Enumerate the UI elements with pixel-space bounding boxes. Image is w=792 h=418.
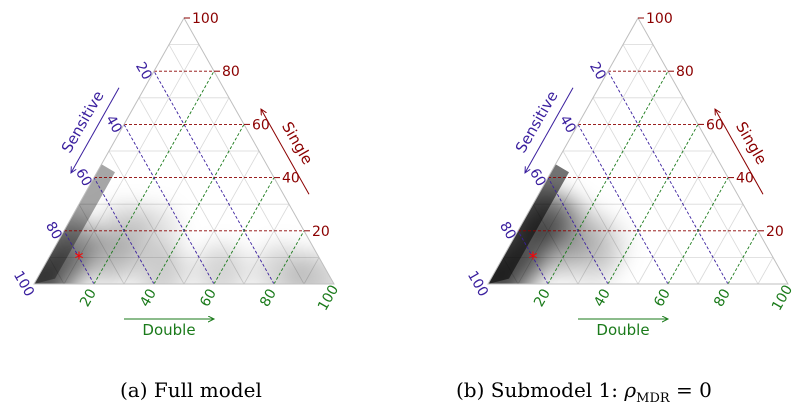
tick-label-double: 60 <box>651 286 674 309</box>
grid-double-line <box>153 124 245 285</box>
arrow-single <box>715 109 764 195</box>
tick-label-double: 40 <box>137 286 160 309</box>
grid-double-line <box>273 230 305 285</box>
triangle-outline <box>33 16 335 285</box>
tick-label-sensitive: 80 <box>42 219 65 242</box>
tick-label-sensitive: 60 <box>526 166 549 189</box>
grid-sensitive-line <box>63 230 95 285</box>
tick-label-single: 100 <box>192 11 219 27</box>
tick-label-single: 60 <box>252 117 270 133</box>
tick-label-double: 100 <box>315 282 342 313</box>
caption-a: (a) Full model <box>120 378 262 402</box>
grid-sensitive-line <box>547 177 609 285</box>
tick-label-single: 20 <box>766 224 784 240</box>
density-edge <box>34 164 115 284</box>
tick-label-sensitive: 40 <box>556 113 579 136</box>
grid-sensitive-line <box>123 124 215 285</box>
arrow-sensitive <box>71 87 120 173</box>
marker-star: * <box>529 248 538 269</box>
tick-label-double: 60 <box>197 286 220 309</box>
grid-double-line <box>727 230 759 285</box>
axis-title-single: Single <box>732 119 771 168</box>
caption-b-rho: ρ <box>624 378 637 402</box>
tick-label-sensitive: 80 <box>496 219 519 242</box>
density-blob <box>564 236 616 284</box>
caption-b-tail: = 0 <box>669 378 712 402</box>
marker-star: * <box>75 248 84 269</box>
grid-sensitive-line <box>93 177 155 285</box>
tick-label-double: 80 <box>257 286 280 309</box>
grid-sensitive-line <box>577 124 669 285</box>
tick-label-single: 20 <box>312 224 330 240</box>
axis-title-double: Double <box>596 321 649 339</box>
axis-title-single: Single <box>278 119 317 168</box>
axis-title-double: Double <box>142 321 195 339</box>
grid-minor-line <box>562 150 639 285</box>
grid-minor-line <box>637 150 714 285</box>
caption-b: (b) Submodel 1: ρMDR = 0 <box>456 378 712 408</box>
tick-label-sensitive: 100 <box>464 268 491 299</box>
tick-label-sensitive: 100 <box>10 268 37 299</box>
grid-double-line <box>667 177 729 285</box>
tick-label-double: 20 <box>77 286 100 309</box>
grid-minor-line <box>697 204 744 285</box>
grid-minor-line <box>183 150 260 285</box>
tick-label-single: 40 <box>282 171 300 187</box>
tick-label-single: 40 <box>736 171 754 187</box>
caption-b-subscript: MDR <box>636 391 670 406</box>
density-edge <box>488 164 569 284</box>
arrow-single <box>261 109 310 195</box>
tick-label-sensitive: 20 <box>132 59 155 82</box>
grid-sensitive-line <box>517 230 549 285</box>
grid-double-line <box>213 177 275 285</box>
tick-label-single: 80 <box>222 64 240 80</box>
tick-label-double: 100 <box>769 282 792 313</box>
grid-minor-line <box>243 204 290 285</box>
grid-minor-line <box>622 44 759 285</box>
tick-label-sensitive: 20 <box>586 59 609 82</box>
grid-double-line <box>607 124 699 285</box>
tick-label-double: 80 <box>711 286 734 309</box>
caption-b-text: (b) Submodel 1: <box>456 378 625 402</box>
grid-minor-line <box>592 97 699 285</box>
grid-minor-line <box>168 44 305 285</box>
grid-minor-line <box>757 257 774 285</box>
triangle-outline <box>487 16 789 285</box>
arrow-sensitive <box>525 87 574 173</box>
tick-label-single: 60 <box>706 117 724 133</box>
tick-label-single: 80 <box>676 64 694 80</box>
tick-label-single: 100 <box>646 11 673 27</box>
tick-label-double: 40 <box>591 286 614 309</box>
tick-label-double: 20 <box>531 286 554 309</box>
tick-label-sensitive: 60 <box>72 166 95 189</box>
tick-label-sensitive: 40 <box>102 113 125 136</box>
